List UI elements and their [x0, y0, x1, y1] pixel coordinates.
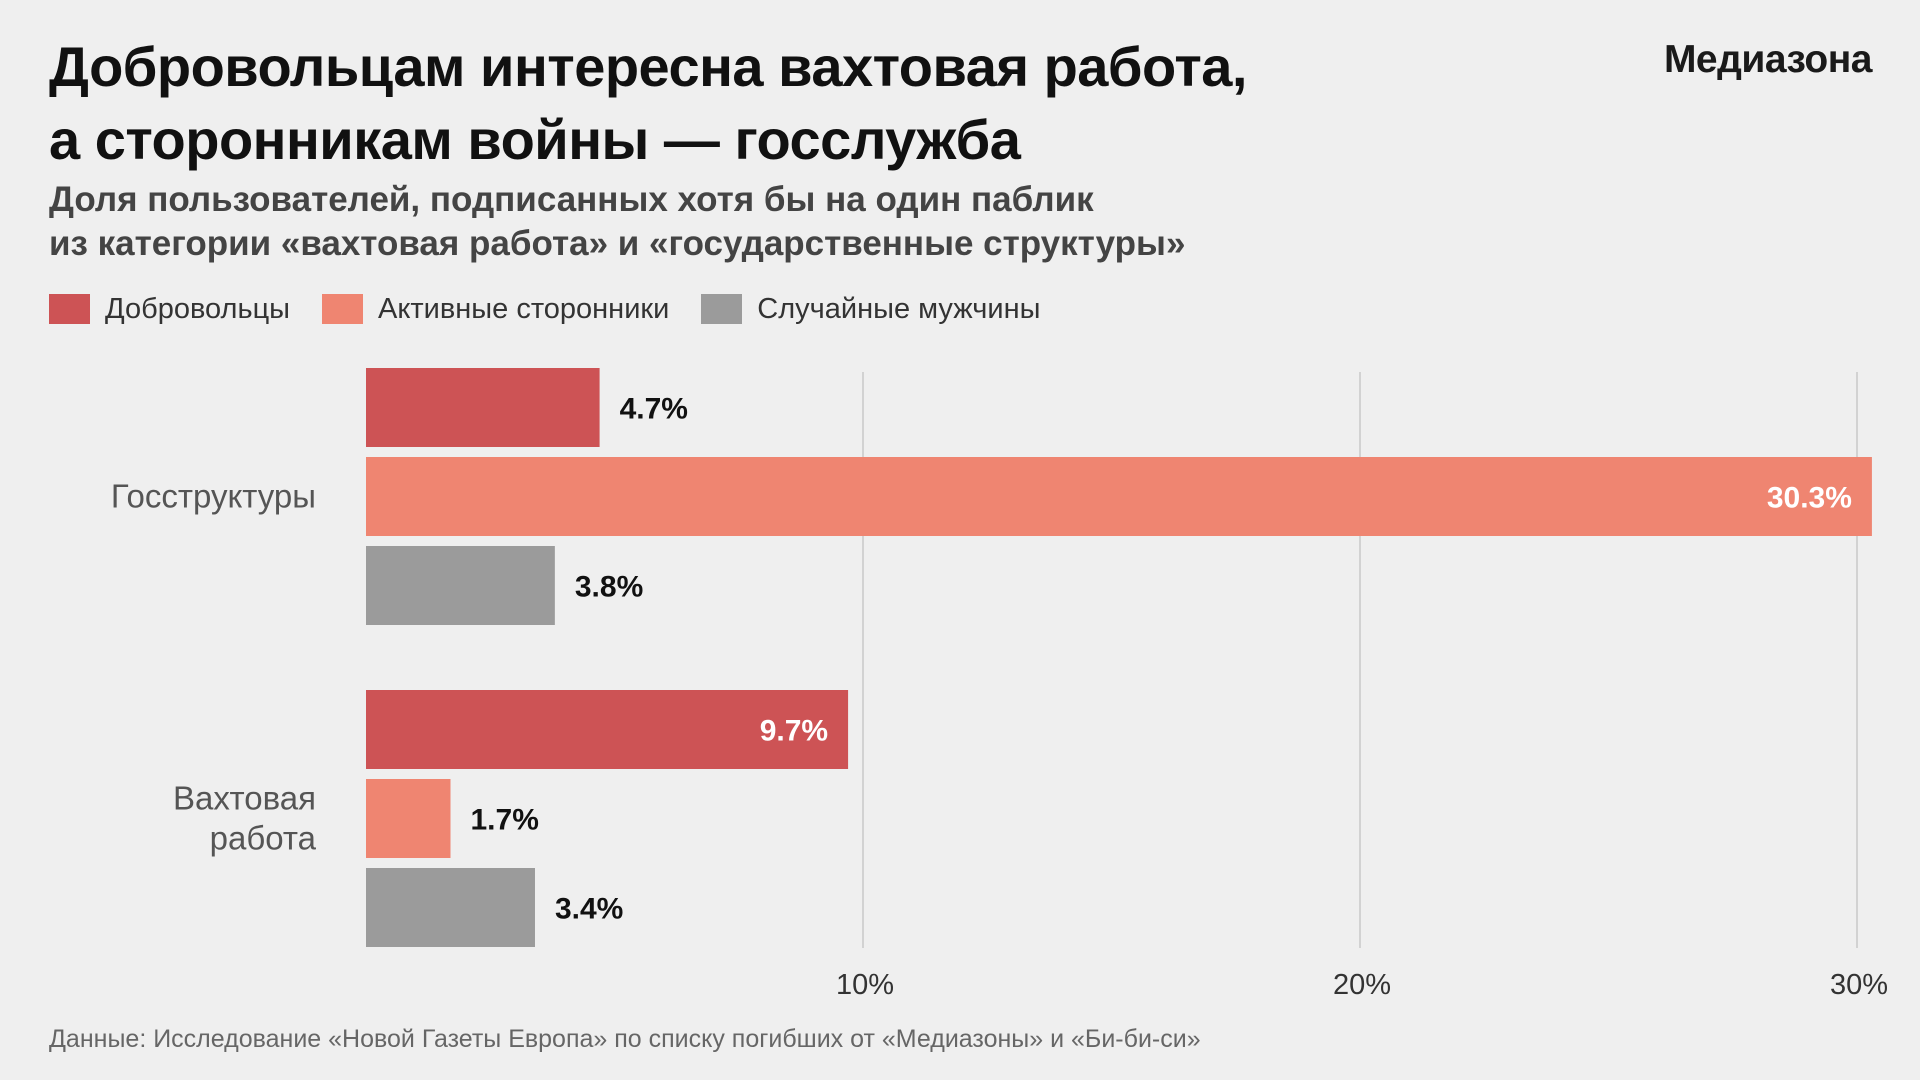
subtitle-line-1: Доля пользователей, подписанных хотя бы … — [49, 180, 1094, 219]
value-label-0-0: 4.7% — [620, 393, 688, 426]
legend: Добровольцы Активные сторонники Случайны… — [49, 289, 1072, 329]
bar-0-0 — [366, 368, 600, 447]
bar-0-1 — [366, 690, 849, 769]
subtitle-line-2: из категории «вахтовая работа» и «госуда… — [49, 224, 1186, 263]
bar-2-1 — [366, 868, 535, 947]
x-tick-label-20: 20% — [1333, 969, 1391, 1001]
chart-subtitle: Доля пользователей, подписанных хотя бы … — [49, 178, 1185, 266]
value-label-2-1: 3.4% — [555, 893, 623, 926]
value-label-0-1: 9.7% — [760, 715, 828, 748]
chart-title: Добровольцам интересна вахтовая работа, … — [49, 30, 1499, 176]
brand-logo: Медиазона — [1663, 38, 1873, 81]
source-note: Данные: Исследование «Новой Газеты Европ… — [49, 1025, 1201, 1053]
legend-label-volunteers: Добровольцы — [105, 292, 291, 325]
category-label-0-0: Госструктуры — [111, 478, 316, 515]
bar-1-1 — [366, 779, 451, 858]
bar-2-0 — [366, 546, 555, 625]
legend-label-active-supporters: Активные сторонники — [378, 292, 670, 325]
x-tick-label-30: 30% — [1830, 969, 1888, 1001]
legend-swatch-active-supporters — [322, 294, 364, 324]
legend-label-random-men: Случайные мужчины — [757, 292, 1041, 325]
legend-item-active-supporters: Активные сторонники — [322, 293, 669, 326]
category-label-1-0: Вахтовая — [173, 780, 316, 817]
title-line-2: а сторонникам войны — госслужба — [49, 108, 1021, 171]
title-line-1: Добровольцам интересна вахтовая работа, — [49, 35, 1247, 98]
value-label-1-0: 30.3% — [1767, 482, 1852, 515]
legend-item-volunteers: Добровольцы — [49, 293, 290, 326]
legend-swatch-random-men — [701, 294, 743, 324]
bar-1-0 — [366, 457, 1872, 536]
category-label-1-1: работа — [210, 820, 317, 857]
value-label-2-0: 3.8% — [575, 571, 643, 604]
x-tick-label-10: 10% — [836, 969, 894, 1001]
legend-swatch-volunteers — [49, 294, 90, 324]
value-label-1-1: 1.7% — [470, 804, 538, 837]
legend-item-random-men: Случайные мужчины — [701, 293, 1040, 326]
